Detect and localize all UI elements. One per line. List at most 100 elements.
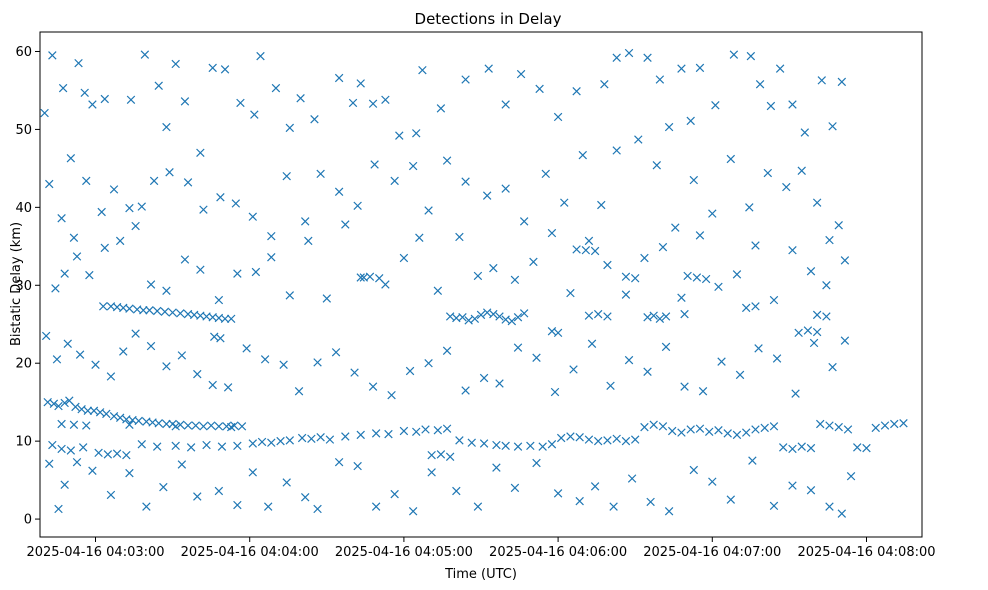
data-point-clutter-244	[788, 245, 797, 255]
data-point-clutter-163	[142, 502, 151, 511]
data-point-track_near-18	[154, 418, 163, 428]
data-point-clutter-1	[48, 51, 57, 60]
data-point-clutter-29	[395, 131, 404, 140]
data-point-clutter-201	[846, 471, 856, 481]
data-point-clutter-103	[782, 182, 791, 192]
data-point-cluster_10km-15	[248, 439, 258, 448]
data-point-clutter-86	[461, 177, 470, 186]
data-point-cluster_25km-40	[812, 327, 822, 337]
data-point-clutter-89	[519, 217, 529, 226]
data-point-cluster_10km-46	[593, 436, 603, 446]
data-point-clutter-198	[806, 486, 816, 495]
data-point-clutter-239	[695, 231, 705, 240]
data-point-clutter-203	[60, 269, 69, 278]
data-point-clutter-14	[196, 148, 205, 158]
data-point-clutter-20	[271, 83, 281, 93]
data-point-cluster_10km-25	[356, 430, 365, 440]
data-point-track_far-21	[216, 334, 225, 343]
data-point-cluster_10km-38	[513, 442, 523, 451]
data-point-cluster_25km-14	[593, 309, 603, 319]
data-point-track_near-32	[82, 421, 91, 430]
data-point-clutter-10	[154, 81, 163, 90]
data-point-cluster_25km-23	[812, 310, 822, 320]
data-point-cluster_10km-33	[455, 436, 464, 445]
data-point-clutter-196	[769, 501, 779, 511]
data-point-clutter-214	[233, 269, 242, 278]
data-point-cluster_10km-14	[233, 441, 242, 451]
data-point-clutter-229	[510, 275, 520, 285]
data-point-clutter-227	[473, 271, 483, 281]
y-tick-label: 50	[15, 123, 32, 138]
data-point-clutter-106	[825, 235, 834, 245]
data-point-cluster_10km-11	[186, 443, 196, 452]
data-point-clutter-94	[612, 146, 621, 155]
data-point-clutter-116	[146, 341, 156, 351]
data-point-clutter-156	[45, 459, 54, 468]
data-point-clutter-88	[501, 184, 510, 193]
data-point-track_near-9	[95, 408, 105, 417]
data-point-clutter-177	[390, 489, 399, 499]
data-point-clutter-226	[455, 232, 464, 242]
data-point-cluster_10km-36	[492, 440, 501, 450]
data-point-cluster_10km-31	[433, 426, 443, 435]
data-point-clutter-174	[334, 457, 344, 467]
data-point-clutter-73	[231, 199, 241, 208]
data-point-clutter-107	[834, 221, 843, 230]
data-point-clutter-85	[442, 156, 452, 165]
data-point-clutter-45	[664, 122, 674, 132]
data-point-clutter-210	[162, 286, 171, 295]
data-point-cluster_25km-10	[507, 316, 517, 326]
data-point-cluster_10km-59	[714, 426, 723, 435]
data-point-clutter-59	[837, 77, 847, 87]
data-point-clutter-109	[52, 355, 62, 364]
data-point-clutter-199	[825, 502, 834, 511]
data-point-clutter-97	[671, 223, 680, 232]
data-point-clutter-216	[267, 252, 276, 262]
data-point-cluster_10km-23	[325, 435, 335, 444]
data-point-clutter-165	[177, 460, 187, 469]
data-point-clutter-152	[791, 389, 800, 398]
data-point-track_near-0	[43, 397, 52, 407]
data-point-clutter-25	[348, 98, 358, 108]
data-point-clutter-173	[313, 504, 322, 514]
data-point-clutter-191	[664, 507, 674, 516]
data-point-clutter-139	[550, 387, 560, 397]
data-point-track_far-4	[125, 304, 134, 313]
data-point-clutter-121	[223, 383, 233, 392]
data-point-clutter-15	[208, 63, 217, 73]
data-point-clutter-197	[788, 481, 797, 490]
data-point-clutter-149	[735, 370, 745, 380]
data-point-clutter-115	[131, 329, 140, 338]
data-point-track_far-8	[152, 306, 162, 316]
data-point-cluster_25km-20	[680, 309, 689, 319]
data-point-clutter-207	[115, 236, 125, 246]
data-point-clutter-6	[88, 100, 97, 109]
data-point-track_near-34	[171, 422, 180, 431]
data-point-clutter-33	[461, 75, 470, 84]
x-axis: 2025-04-16 04:03:00 2025-04-16 04:04:00 20…	[26, 537, 936, 560]
data-point-clutter-39	[572, 87, 581, 96]
data-point-clutter-30	[412, 129, 421, 138]
data-point-cluster_25km-15	[603, 312, 612, 321]
data-point-cluster_10km-69	[806, 443, 816, 453]
data-point-clutter-134	[461, 386, 470, 395]
data-point-clutter-128	[350, 368, 359, 377]
data-point-clutter-215	[251, 267, 261, 277]
data-point-clutter-235	[621, 290, 631, 299]
data-point-clutter-79	[334, 187, 344, 196]
data-point-clutter-5	[80, 88, 89, 98]
data-point-clutter-202	[51, 284, 60, 293]
data-point-clutter-241	[732, 270, 742, 279]
data-point-clutter-62	[69, 233, 79, 242]
data-point-cluster_10km-66	[778, 443, 788, 452]
data-point-clutter-164	[159, 482, 168, 492]
data-point-clutter-60	[45, 179, 54, 189]
data-point-cluster_10km-54	[667, 426, 677, 436]
data-point-cluster_10km-60	[723, 429, 732, 438]
data-point-clutter-118	[177, 351, 187, 360]
data-point-clutter-119	[193, 369, 202, 379]
data-point-cluster_10km-6	[112, 449, 122, 458]
data-point-clutter-148	[717, 357, 726, 366]
data-point-cluster_10km-37	[501, 441, 510, 451]
data-point-cluster_10km-79	[899, 418, 908, 428]
